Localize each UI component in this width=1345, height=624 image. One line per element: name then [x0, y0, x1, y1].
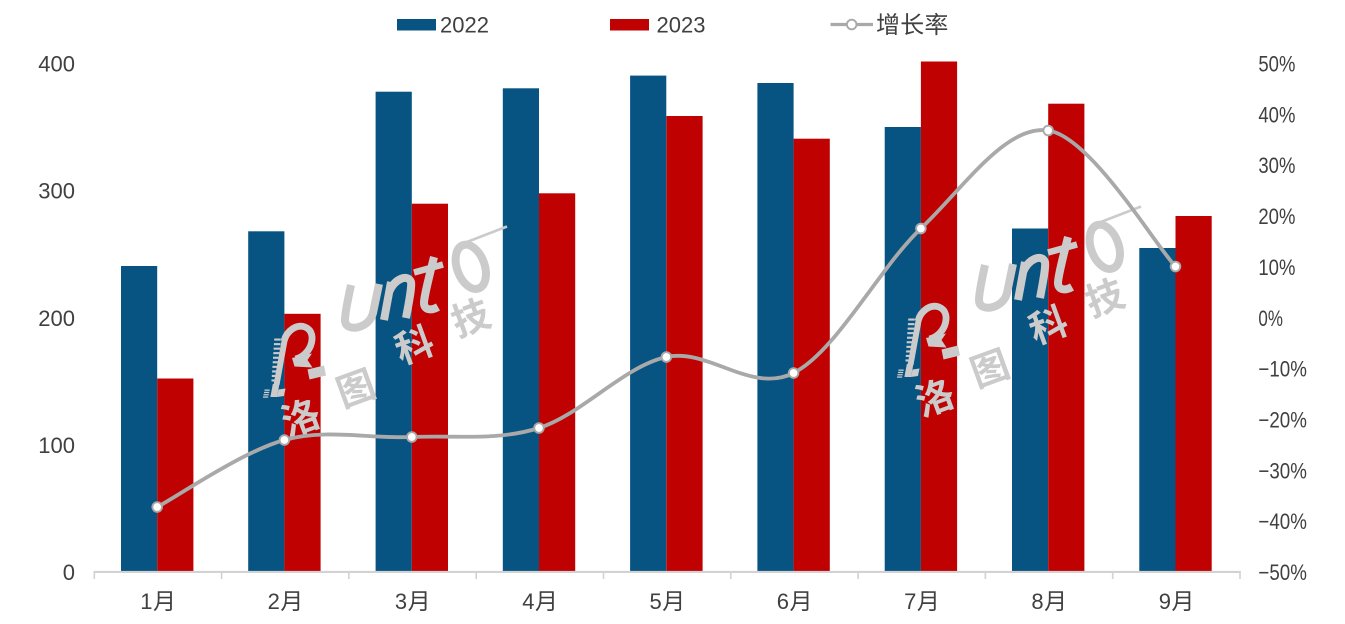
svg-text:2023: 2023 [657, 12, 706, 37]
svg-text:3: 3 [395, 589, 407, 614]
svg-text:200: 200 [38, 306, 75, 331]
svg-text:2: 2 [268, 589, 280, 614]
svg-text:6: 6 [777, 589, 789, 614]
svg-text:−50%: −50% [1258, 560, 1307, 585]
svg-text:2022: 2022 [440, 12, 489, 37]
svg-text:0%: 0% [1258, 306, 1283, 331]
svg-text:0: 0 [63, 560, 75, 585]
svg-text:9: 9 [1159, 589, 1171, 614]
svg-text:−30%: −30% [1258, 458, 1307, 483]
svg-text:5: 5 [650, 589, 662, 614]
svg-text:4: 4 [522, 589, 534, 614]
svg-text:−20%: −20% [1258, 407, 1307, 432]
svg-text:7: 7 [904, 589, 916, 614]
svg-text:20%: 20% [1258, 204, 1295, 229]
svg-text:1: 1 [140, 589, 152, 614]
svg-text:10%: 10% [1258, 255, 1295, 280]
svg-text:400: 400 [38, 52, 75, 77]
svg-text:8: 8 [1031, 589, 1043, 614]
svg-text:30%: 30% [1258, 153, 1295, 178]
svg-text:40%: 40% [1258, 102, 1295, 127]
svg-text:300: 300 [38, 179, 75, 204]
svg-text:−10%: −10% [1258, 357, 1307, 382]
svg-text:100: 100 [38, 433, 75, 458]
svg-text:−40%: −40% [1258, 509, 1307, 534]
svg-text:50%: 50% [1258, 52, 1295, 77]
